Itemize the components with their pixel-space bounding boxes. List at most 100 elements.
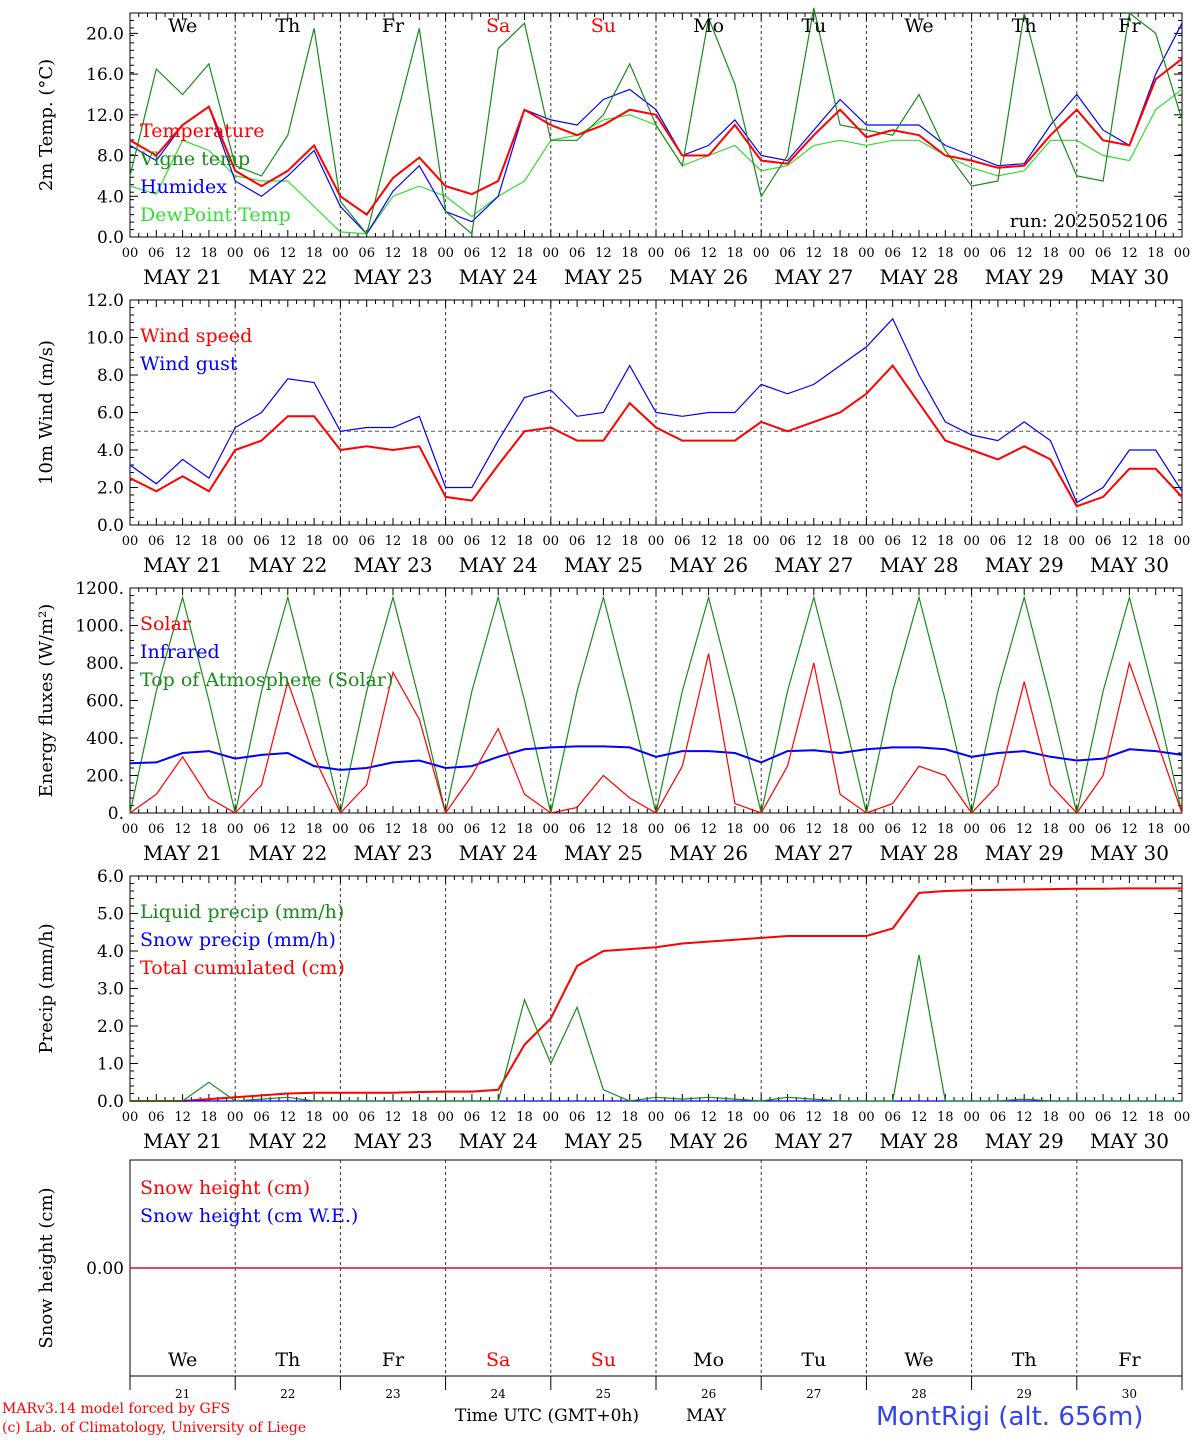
hour-label: 18 xyxy=(1147,534,1164,549)
series-total-cumulated-cm- xyxy=(130,887,1182,1102)
hour-label: 00 xyxy=(1069,534,1086,549)
hour-label: 06 xyxy=(674,246,691,261)
y-tick-label: 5.0 xyxy=(97,905,124,925)
day-label: MAY 22 xyxy=(248,841,327,865)
day-label: MAY 24 xyxy=(459,553,538,577)
hour-label: 06 xyxy=(1095,1110,1112,1125)
weekday-label: Th xyxy=(275,1349,300,1371)
day-label: MAY 24 xyxy=(459,265,538,289)
day-label: MAY 25 xyxy=(564,1129,643,1153)
hour-label: 06 xyxy=(884,822,901,837)
weekday-label: We xyxy=(168,15,197,37)
weekday-label: Th xyxy=(1012,15,1037,37)
y-tick-label: 4.0 xyxy=(97,441,124,461)
run-annotation: run: 2025052106 xyxy=(1010,211,1168,232)
hour-label: 12 xyxy=(280,1110,297,1125)
y-tick-label: 0.0 xyxy=(97,228,124,248)
series-solar xyxy=(129,653,1183,815)
legend-entry: Snow height (cm W.E.) xyxy=(140,1205,358,1227)
hour-label: 00 xyxy=(753,534,770,549)
hour-label: 18 xyxy=(1147,1110,1164,1125)
hour-label: 06 xyxy=(358,534,375,549)
hour-label: 06 xyxy=(884,246,901,261)
hour-label: 00 xyxy=(753,1110,770,1125)
hour-label: 12 xyxy=(700,1110,717,1125)
legend-entry: Liquid precip (mm/h) xyxy=(140,901,344,923)
hour-label: 00 xyxy=(1069,246,1086,261)
day-number-label: 22 xyxy=(280,1387,295,1401)
series-vigne-temp xyxy=(129,7,1183,236)
weekday-label: Sa xyxy=(486,1349,510,1371)
hour-label: 00 xyxy=(543,534,560,549)
y-tick-label: 10.0 xyxy=(86,329,124,349)
series-wind-speed xyxy=(129,364,1183,508)
hour-label: 18 xyxy=(727,822,744,837)
hour-label: 18 xyxy=(1147,822,1164,837)
series-liquid-precip-mm-h- xyxy=(130,954,1182,1102)
y-tick-label: 8.0 xyxy=(97,366,124,386)
hour-label: 00 xyxy=(858,822,875,837)
hour-label: 06 xyxy=(884,534,901,549)
hour-label: 00 xyxy=(858,534,875,549)
hour-label: 12 xyxy=(174,246,191,261)
hour-label: 12 xyxy=(1121,246,1138,261)
weekday-label: Mo xyxy=(693,1349,724,1371)
day-label: MAY 21 xyxy=(143,841,222,865)
day-label: MAY 23 xyxy=(353,553,432,577)
hour-label: 12 xyxy=(1121,822,1138,837)
hour-label: 06 xyxy=(1095,246,1112,261)
hour-label: 18 xyxy=(306,822,323,837)
hour-label: 12 xyxy=(385,534,402,549)
hour-label: 06 xyxy=(464,246,481,261)
y-tick-label: 800. xyxy=(86,654,124,674)
legend-entry: Infrared xyxy=(140,641,220,663)
day-number-label: 30 xyxy=(1122,1387,1137,1401)
hour-label: 12 xyxy=(174,822,191,837)
y-axis-label: Precip (mm/h) xyxy=(36,923,57,1053)
hour-label: 06 xyxy=(569,1110,586,1125)
hour-label: 12 xyxy=(490,822,507,837)
hour-label: 00 xyxy=(858,246,875,261)
hour-label: 18 xyxy=(937,246,954,261)
hour-label: 00 xyxy=(437,1110,454,1125)
hour-label: 12 xyxy=(174,1110,191,1125)
hour-label: 06 xyxy=(253,534,270,549)
hour-label: 00 xyxy=(437,246,454,261)
series-humidex xyxy=(129,22,1183,235)
day-number-label: 29 xyxy=(1017,1387,1032,1401)
hour-label: 00 xyxy=(1174,1110,1191,1125)
panel-2-frame xyxy=(129,587,1183,814)
weekday-label: We xyxy=(168,1349,197,1371)
hour-label: 12 xyxy=(490,534,507,549)
day-number-label: 25 xyxy=(596,1387,611,1401)
hour-label: 18 xyxy=(306,534,323,549)
hour-label: 06 xyxy=(674,1110,691,1125)
legend-entry: Solar xyxy=(140,613,192,635)
hour-label: 06 xyxy=(1095,534,1112,549)
hour-label: 06 xyxy=(779,246,796,261)
day-label: MAY 21 xyxy=(143,265,222,289)
hour-label: 18 xyxy=(1147,246,1164,261)
hour-label: 06 xyxy=(358,1110,375,1125)
hour-label: 06 xyxy=(569,246,586,261)
hour-label: 00 xyxy=(227,1110,244,1125)
y-tick-label: 6.0 xyxy=(97,404,124,424)
hour-label: 12 xyxy=(595,822,612,837)
hour-label: 06 xyxy=(253,246,270,261)
hour-label: 12 xyxy=(700,822,717,837)
hour-label: 00 xyxy=(437,534,454,549)
hour-label: 00 xyxy=(122,534,139,549)
series-wind-gust xyxy=(129,317,1183,504)
hour-label: 06 xyxy=(674,534,691,549)
hour-label: 06 xyxy=(779,1110,796,1125)
hour-label: 06 xyxy=(148,822,165,837)
hour-label: 06 xyxy=(569,822,586,837)
hour-label: 12 xyxy=(806,822,823,837)
hour-label: 06 xyxy=(884,1110,901,1125)
hour-label: 18 xyxy=(201,534,218,549)
legend-entry: Total cumulated (cm) xyxy=(140,957,345,979)
hour-label: 18 xyxy=(516,534,533,549)
hour-label: 06 xyxy=(990,822,1007,837)
hour-label: 00 xyxy=(543,1110,560,1125)
